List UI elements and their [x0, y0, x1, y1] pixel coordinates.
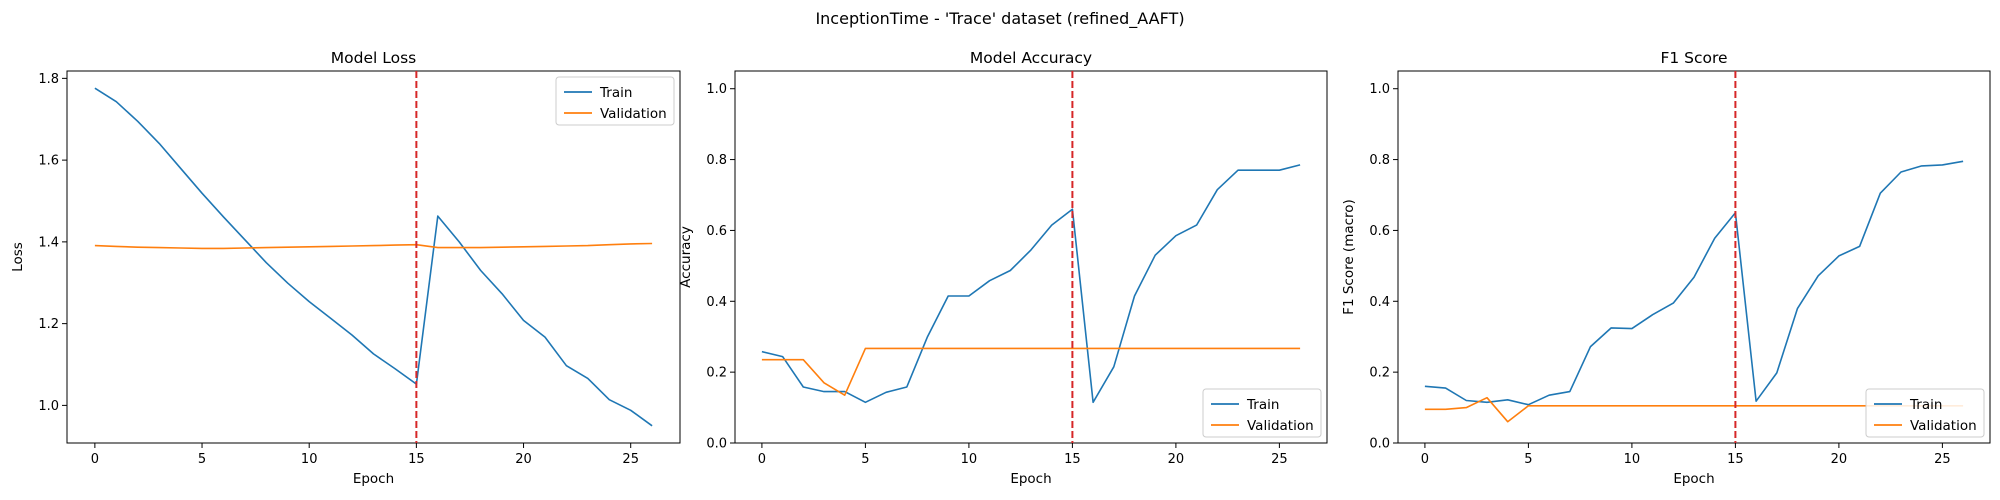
chart-1-ytick-label: 0.2 — [706, 366, 727, 381]
chart-1-series-validation-line — [761, 347, 1301, 397]
chart-1-xtick-label: 20 — [1168, 452, 1185, 467]
chart-2-ytick-label: 0.0 — [1369, 437, 1390, 452]
chart-0-xtick-label: 25 — [622, 452, 639, 467]
chart-0-ytick-label: 1.4 — [38, 235, 59, 250]
chart-0-ytick-label: 1.2 — [38, 317, 59, 332]
chart-0-xtick-label: 15 — [408, 452, 425, 467]
chart-2-legend-label-validation: Validation — [1910, 418, 1977, 434]
chart-1-ytick-label: 0.8 — [706, 153, 727, 168]
chart-0-xtick-label: 20 — [515, 452, 532, 467]
chart-0-frame — [66, 70, 681, 444]
chart-1-xtick-label: 5 — [861, 452, 869, 467]
chart-1-xlabel: Epoch — [1010, 471, 1051, 487]
chart-2-xtick-label: 0 — [1421, 452, 1429, 467]
chart-1-xtick-label: 10 — [961, 452, 978, 467]
chart-1-ytick-label: 0.0 — [706, 437, 727, 452]
chart-1-ytick-label: 0.4 — [706, 295, 727, 310]
chart-2-title: F1 Score — [1660, 49, 1727, 67]
chart-0-ytick-label: 1.6 — [38, 154, 59, 169]
chart-2-xtick-label: 20 — [1831, 452, 1848, 467]
chart-1-xtick-label: 25 — [1271, 452, 1288, 467]
chart-0-ytick-label: 1.8 — [38, 72, 59, 87]
chart-2-series-train-line — [1424, 160, 1964, 406]
chart-1-ytick-label: 1.0 — [706, 82, 727, 97]
chart-1-title: Model Accuracy — [970, 49, 1092, 67]
chart-0-legend-label-train: Train — [599, 85, 632, 101]
chart-2-ytick-label: 1.0 — [1369, 82, 1390, 97]
chart-1-xtick-label: 0 — [758, 452, 766, 467]
chart-0-series-train-line — [94, 87, 653, 427]
chart-0-ylabel: Loss — [10, 242, 26, 272]
chart-0-series-validation-line — [94, 242, 653, 250]
chart-1-series-train-line — [761, 164, 1301, 404]
chart-0-xtick-label: 5 — [198, 452, 206, 467]
figure-suptitle: InceptionTime - 'Trace' dataset (refined… — [815, 9, 1184, 29]
chart-0-xlabel: Epoch — [353, 471, 394, 487]
chart-2-xlabel: Epoch — [1673, 471, 1714, 487]
chart-0-legend-label-validation: Validation — [600, 106, 667, 122]
chart-2-ytick-label: 0.4 — [1369, 295, 1390, 310]
f1-score-chart: F1 Score 0 5 10 15 20 25 0.0 0.2 0.4 0.6 0.8 1.0 Epoc… — [1341, 49, 1991, 487]
chart-1-ytick-label: 0.6 — [706, 224, 727, 239]
chart-2-frame — [1397, 70, 1991, 444]
loss-chart: Model Loss 0 5 10 15 20 25 1.0 1.2 1.4 1.6 1.8 Epoch… — [10, 49, 681, 487]
chart-1-frame — [734, 70, 1328, 444]
accuracy-chart: Model Accuracy 0 5 10 15 20 25 0.0 0.2 0.4 0.6 0.8 1… — [678, 49, 1328, 487]
chart-0-xtick-label: 10 — [301, 452, 318, 467]
chart-1-legend-label-validation: Validation — [1247, 418, 1314, 434]
chart-2-ylabel: F1 Score (macro) — [1341, 199, 1357, 315]
chart-2-legend-label-train: Train — [1909, 397, 1942, 413]
chart-1-legend-label-train: Train — [1246, 397, 1279, 413]
chart-2-ytick-label: 0.6 — [1369, 224, 1390, 239]
chart-2-xtick-label: 25 — [1934, 452, 1951, 467]
chart-2-ytick-label: 0.2 — [1369, 366, 1390, 381]
chart-2-ytick-label: 0.8 — [1369, 153, 1390, 168]
chart-2-xtick-label: 10 — [1624, 452, 1641, 467]
chart-0-ytick-label: 1.0 — [38, 399, 59, 414]
chart-0-title: Model Loss — [331, 49, 416, 67]
chart-0-xtick-label: 0 — [91, 452, 99, 467]
chart-2-xtick-label: 15 — [1727, 452, 1744, 467]
chart-1-ylabel: Accuracy — [678, 226, 694, 288]
chart-1-xtick-label: 15 — [1064, 452, 1081, 467]
chart-2-xtick-label: 5 — [1524, 452, 1532, 467]
